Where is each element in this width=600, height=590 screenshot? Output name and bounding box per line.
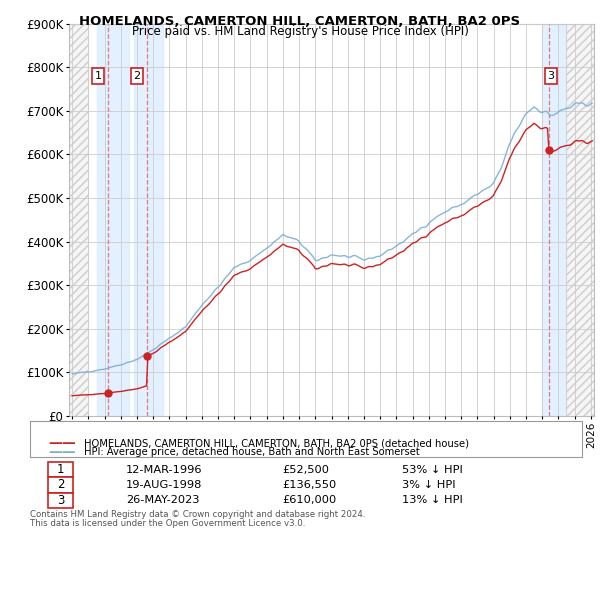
Text: HOMELANDS, CAMERTON HILL, CAMERTON, BATH, BA2 0PS: HOMELANDS, CAMERTON HILL, CAMERTON, BATH… [79, 15, 521, 28]
Text: £136,550: £136,550 [282, 480, 336, 490]
Text: 2: 2 [133, 71, 140, 81]
Bar [542, 24, 566, 416]
Bar [69, 24, 88, 416]
Bar [97, 24, 129, 416]
Text: 26-MAY-2023: 26-MAY-2023 [126, 496, 199, 505]
Text: Price paid vs. HM Land Registry's House Price Index (HPI): Price paid vs. HM Land Registry's House … [131, 25, 469, 38]
Text: 19-AUG-1998: 19-AUG-1998 [126, 480, 202, 490]
Text: HOMELANDS, CAMERTON HILL, CAMERTON, BATH, BA2 0PS (detached house): HOMELANDS, CAMERTON HILL, CAMERTON, BATH… [84, 438, 469, 448]
Text: 13% ↓ HPI: 13% ↓ HPI [402, 496, 463, 505]
Text: £52,500: £52,500 [282, 465, 329, 474]
Bar [566, 24, 594, 416]
Text: ——: —— [48, 436, 76, 450]
Text: ——: —— [48, 445, 76, 459]
Text: 3: 3 [548, 71, 554, 81]
Text: 1: 1 [57, 463, 64, 476]
Bar [69, 24, 88, 416]
Text: 12-MAR-1996: 12-MAR-1996 [126, 465, 203, 474]
Text: Contains HM Land Registry data © Crown copyright and database right 2024.: Contains HM Land Registry data © Crown c… [30, 510, 365, 519]
Text: 53% ↓ HPI: 53% ↓ HPI [402, 465, 463, 474]
Bar [566, 24, 594, 416]
Text: 3% ↓ HPI: 3% ↓ HPI [402, 480, 455, 490]
Text: 1: 1 [95, 71, 101, 81]
Text: This data is licensed under the Open Government Licence v3.0.: This data is licensed under the Open Gov… [30, 519, 305, 529]
Text: HPI: Average price, detached house, Bath and North East Somerset: HPI: Average price, detached house, Bath… [84, 447, 420, 457]
Text: 3: 3 [57, 494, 64, 507]
Bar [134, 24, 163, 416]
Text: £610,000: £610,000 [282, 496, 336, 505]
Text: 2: 2 [57, 478, 64, 491]
